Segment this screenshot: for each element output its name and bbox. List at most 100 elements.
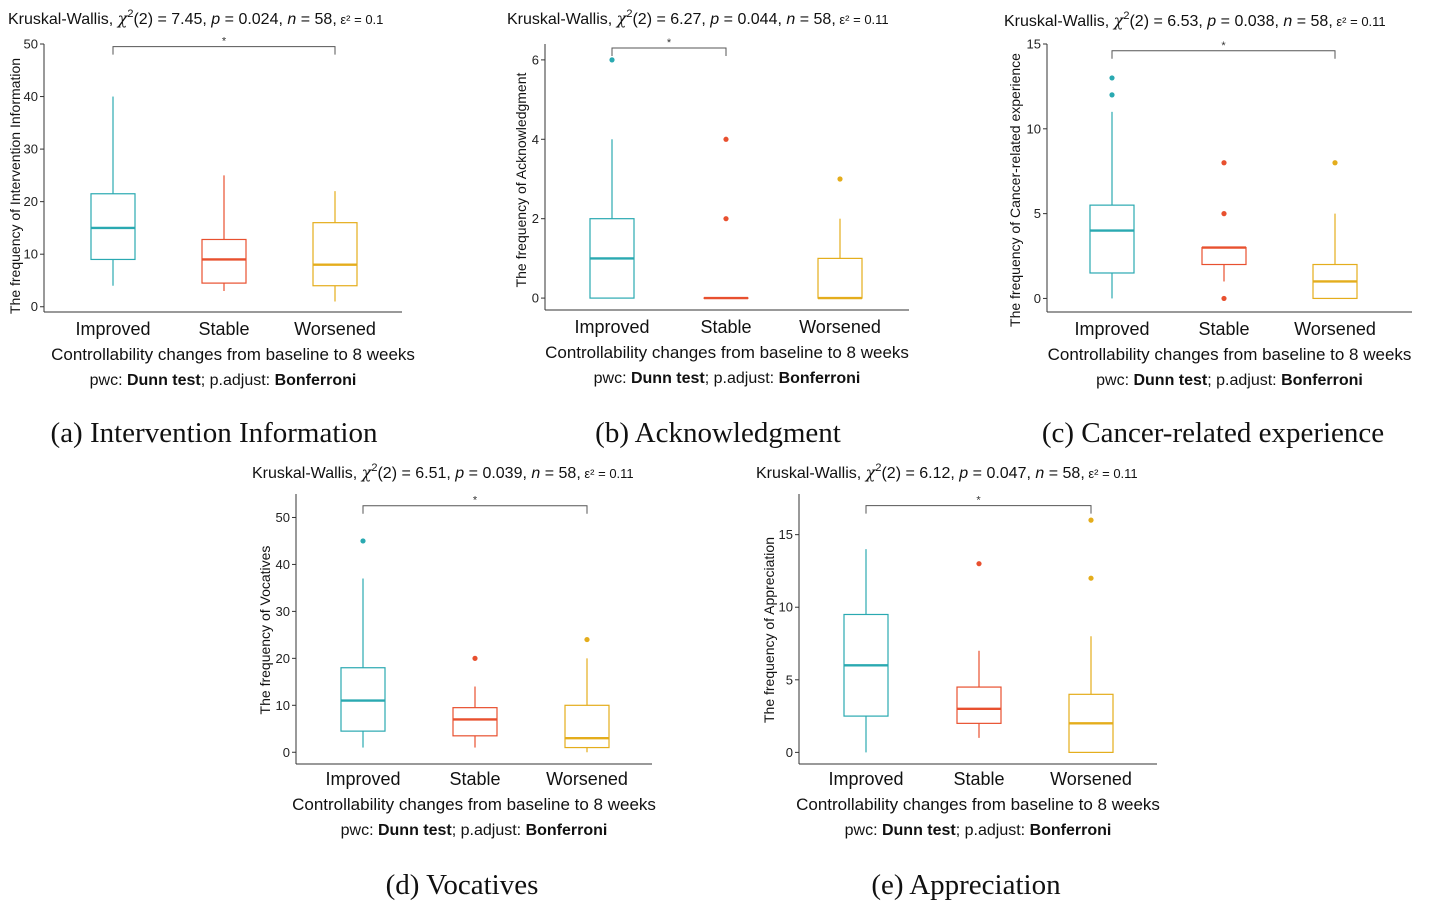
bracket-line — [112, 46, 336, 55]
box-iqr — [201, 238, 247, 284]
y-tick-label: 40 — [276, 557, 290, 572]
box-stable — [452, 655, 498, 748]
outlier-point — [1221, 160, 1227, 166]
footnote-pwc: pwc: — [90, 372, 127, 389]
x-axis-label: Controllability changes from baseline to… — [51, 345, 415, 364]
title-statistic: (2) = 6.12, — [881, 465, 959, 482]
y-tick-label: 40 — [24, 89, 38, 104]
outlier-point — [472, 655, 478, 661]
y-tick-label: 5 — [786, 672, 793, 687]
box-worsened — [1068, 517, 1114, 753]
footnote-separator: ; p.adjust: — [452, 822, 526, 839]
chart-title: Kruskal-Wallis, χ2(2) = 6.51, p = 0.039,… — [252, 462, 634, 482]
y-tick-label: 0 — [31, 299, 38, 314]
x-category-label: Worsened — [294, 319, 376, 339]
x-category-label: Worsened — [799, 317, 881, 337]
title-statistic: (2) = 7.45, — [133, 11, 211, 28]
footnote-adjust: Bonferroni — [526, 822, 608, 839]
title-p-label: p — [958, 465, 968, 482]
footnote-separator: ; p.adjust: — [201, 372, 275, 389]
title-effect-size: ε² = 0.11 — [581, 466, 634, 481]
y-tick-label: 4 — [532, 132, 539, 147]
bracket-line — [865, 505, 1092, 514]
box-stable — [703, 136, 749, 300]
title-chi: χ — [865, 463, 877, 482]
y-tick-label: 50 — [24, 37, 38, 52]
x-axis-label: Controllability changes from baseline to… — [796, 795, 1160, 814]
title-chi: χ — [361, 463, 373, 482]
y-axis-label: The frequency of Appreciation — [761, 537, 777, 723]
y-tick-label: 50 — [276, 510, 290, 525]
box-iqr — [452, 707, 498, 737]
title-superscript: 2 — [1123, 10, 1129, 22]
pairwise-footnote: pwc: Dunn test; p.adjust: Bonferroni — [341, 822, 608, 839]
title-p-label: p — [709, 11, 719, 28]
title-effect-size: ε² = 0.11 — [1333, 14, 1386, 29]
y-tick-label: 15 — [1027, 37, 1041, 52]
x-category-label: Worsened — [1294, 319, 1376, 339]
footnote-test: Dunn test — [127, 372, 201, 389]
footnote-adjust: Bonferroni — [779, 370, 861, 387]
title-test: Kruskal-Wallis, — [756, 465, 866, 482]
footnote-pwc: pwc: — [845, 822, 882, 839]
title-n-label: n — [287, 11, 296, 28]
y-tick-label: 10 — [1027, 121, 1041, 136]
significance-label: * — [1221, 40, 1226, 52]
x-category-label: Stable — [953, 769, 1004, 789]
x-axis-label: Controllability changes from baseline to… — [1048, 345, 1412, 364]
outlier-point — [976, 561, 982, 567]
title-n-label: n — [531, 465, 540, 482]
y-axis-label: The frequency of Intervention Informatio… — [7, 58, 23, 314]
outlier-point — [1088, 575, 1094, 581]
y-axis-label: The frequency of Vocatives — [257, 546, 273, 715]
title-test: Kruskal-Wallis, — [252, 465, 362, 482]
title-test: Kruskal-Wallis, — [8, 11, 118, 28]
pairwise-footnote: pwc: Dunn test; p.adjust: Bonferroni — [594, 370, 861, 387]
title-superscript: 2 — [371, 462, 377, 474]
x-category-label: Stable — [700, 317, 751, 337]
box-iqr — [1201, 246, 1247, 266]
chart-panel-d: Kruskal-Wallis, χ2(2) = 6.51, p = 0.039,… — [252, 462, 656, 901]
x-axis-label: Controllability changes from baseline to… — [545, 343, 909, 362]
footnote-test: Dunn test — [882, 822, 956, 839]
title-n-value: = 58, — [1292, 13, 1332, 30]
box-stable — [201, 175, 247, 291]
panel-caption: (c) Cancer-related experience — [1042, 417, 1384, 449]
x-category-label: Stable — [449, 769, 500, 789]
footnote-pwc: pwc: — [594, 370, 631, 387]
y-tick-label: 2 — [532, 211, 539, 226]
x-category-label: Stable — [1198, 319, 1249, 339]
title-superscript: 2 — [875, 462, 881, 474]
chart-title: Kruskal-Wallis, χ2(2) = 6.27, p = 0.044,… — [507, 8, 889, 28]
pairwise-footnote: pwc: Dunn test; p.adjust: Bonferroni — [1096, 372, 1363, 389]
box-iqr — [817, 257, 863, 299]
outlier-point — [1221, 211, 1227, 217]
y-tick-label: 10 — [24, 247, 38, 262]
chart-title: Kruskal-Wallis, χ2(2) = 6.53, p = 0.038,… — [1004, 10, 1386, 30]
footnote-separator: ; p.adjust: — [1207, 372, 1281, 389]
x-category-label: Worsened — [546, 769, 628, 789]
title-n-label: n — [1283, 13, 1292, 30]
y-tick-label: 10 — [276, 698, 290, 713]
outlier-point — [360, 538, 366, 544]
significance-bracket: * — [362, 495, 588, 514]
chart-title: Kruskal-Wallis, χ2(2) = 7.45, p = 0.024,… — [8, 8, 383, 28]
footnote-pwc: pwc: — [1096, 372, 1133, 389]
title-statistic: (2) = 6.51, — [377, 465, 455, 482]
footnote-pwc: pwc: — [341, 822, 378, 839]
panel-caption: (a) Intervention Information — [51, 417, 378, 449]
x-category-label: Improved — [1074, 319, 1149, 339]
footnote-test: Dunn test — [631, 370, 705, 387]
title-p-value: = 0.039, — [464, 465, 531, 482]
box-worsened — [312, 191, 358, 302]
y-tick-label: 30 — [24, 142, 38, 157]
box-stable — [1201, 160, 1247, 302]
box-iqr — [90, 193, 136, 261]
title-p-value: = 0.047, — [968, 465, 1035, 482]
y-axis-label: The frequency of Acknowledgment — [513, 72, 529, 287]
outlier-point — [723, 136, 729, 142]
box-stable — [956, 561, 1002, 738]
y-tick-label: 15 — [779, 527, 793, 542]
outlier-point — [1332, 160, 1338, 166]
